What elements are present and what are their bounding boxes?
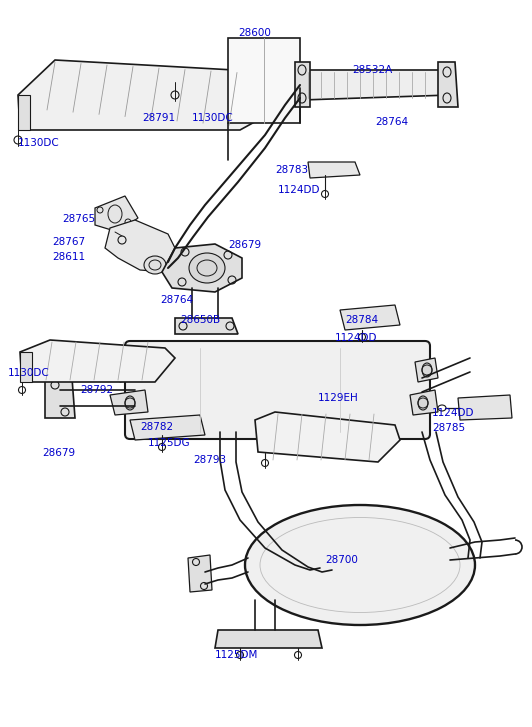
Polygon shape xyxy=(415,358,438,382)
Polygon shape xyxy=(188,555,212,592)
Text: 28764: 28764 xyxy=(160,295,193,305)
Text: 28765: 28765 xyxy=(62,214,95,224)
Text: 28679: 28679 xyxy=(42,448,75,458)
Polygon shape xyxy=(18,60,280,130)
Text: 28793: 28793 xyxy=(193,455,226,465)
Polygon shape xyxy=(110,390,148,415)
Text: 28783: 28783 xyxy=(275,165,308,175)
Polygon shape xyxy=(302,70,450,100)
Text: 28784: 28784 xyxy=(345,315,378,325)
Text: 28600: 28600 xyxy=(238,28,271,38)
Polygon shape xyxy=(130,415,205,440)
Ellipse shape xyxy=(245,505,475,625)
Polygon shape xyxy=(18,95,30,130)
Text: 1129EH: 1129EH xyxy=(318,393,359,403)
Polygon shape xyxy=(115,358,142,382)
Ellipse shape xyxy=(189,253,225,283)
Text: 28650B: 28650B xyxy=(180,315,220,325)
Text: 28792: 28792 xyxy=(80,385,113,395)
Polygon shape xyxy=(215,630,322,648)
Ellipse shape xyxy=(125,396,135,410)
Polygon shape xyxy=(458,395,512,420)
Text: 28782: 28782 xyxy=(140,422,173,432)
Polygon shape xyxy=(20,340,175,382)
Polygon shape xyxy=(20,352,32,382)
Text: 1125DM: 1125DM xyxy=(215,650,259,660)
Ellipse shape xyxy=(422,363,432,377)
Polygon shape xyxy=(105,220,180,272)
Polygon shape xyxy=(295,62,310,107)
Text: 28791: 28791 xyxy=(142,113,175,123)
Text: 28679: 28679 xyxy=(228,240,261,250)
Ellipse shape xyxy=(418,396,428,410)
Text: 28785: 28785 xyxy=(432,423,465,433)
Polygon shape xyxy=(175,318,238,334)
Text: 28700: 28700 xyxy=(325,555,358,565)
Polygon shape xyxy=(162,244,242,292)
Text: 1130DC: 1130DC xyxy=(192,113,234,123)
Polygon shape xyxy=(255,412,400,462)
Bar xyxy=(228,38,300,123)
Text: 1130DC: 1130DC xyxy=(8,368,50,378)
Text: 28767: 28767 xyxy=(52,237,85,247)
Text: 28764: 28764 xyxy=(375,117,408,127)
Text: 1124DD: 1124DD xyxy=(432,408,475,418)
Polygon shape xyxy=(410,390,438,415)
Text: 28532A: 28532A xyxy=(352,65,392,75)
Text: 1130DC: 1130DC xyxy=(18,138,60,148)
Polygon shape xyxy=(95,196,138,232)
Polygon shape xyxy=(340,305,400,330)
Ellipse shape xyxy=(123,363,133,377)
Text: 28611: 28611 xyxy=(52,252,85,262)
Text: 1125DG: 1125DG xyxy=(148,438,190,448)
FancyBboxPatch shape xyxy=(125,341,430,439)
Ellipse shape xyxy=(144,256,166,274)
Text: 1124DD: 1124DD xyxy=(278,185,320,195)
Polygon shape xyxy=(308,162,360,178)
Text: 1124DD: 1124DD xyxy=(335,333,378,343)
Polygon shape xyxy=(45,378,75,418)
Polygon shape xyxy=(438,62,458,107)
